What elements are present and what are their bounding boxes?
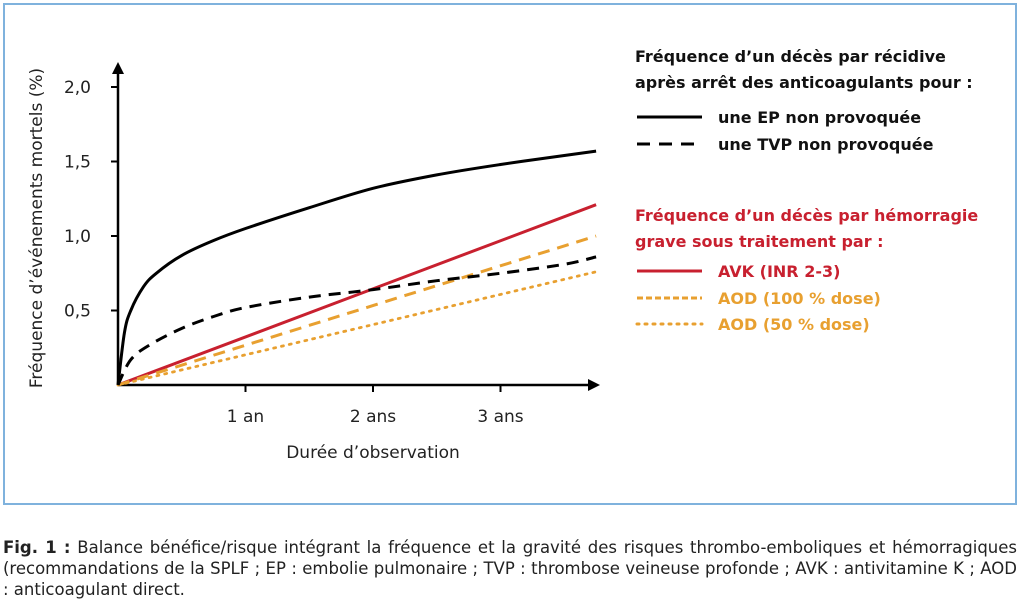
legend-group1-title-line1: Fréquence d’un décès par récidive — [635, 47, 946, 66]
legend-label-4: AOD (50 % dose) — [718, 315, 870, 334]
figure-frame — [3, 3, 1017, 505]
y-axis-label: Fréquence d’événements mortels (%) — [27, 68, 47, 388]
y-tick-label: 1,5 — [64, 153, 91, 173]
legend-group2-title-line1: Fréquence d’un décès par hémorragie — [635, 206, 978, 225]
legend: Fréquence d’un décès par récidive après … — [635, 47, 978, 334]
series-line-0 — [116, 149, 597, 386]
series-line-1 — [116, 255, 597, 386]
series-line-4 — [116, 270, 598, 387]
legend-label-3: AOD (100 % dose) — [718, 289, 881, 308]
x-tick-label: 3 ans — [477, 407, 523, 427]
caption-label: Fig. 1 : — [3, 538, 71, 557]
chart: 1 an 2 ans 3 ans 0,5 1,0 1,5 2,0 Durée d’obser… — [27, 47, 978, 463]
series-line-2 — [117, 203, 597, 387]
y-tick-label: 1,0 — [64, 227, 91, 247]
legend-label-0: une EP non provoquée — [718, 108, 921, 127]
legend-label-1: une TVP non provoquée — [718, 135, 934, 154]
axes — [112, 62, 600, 391]
figure-caption: Fig. 1 : Balance bénéfice/risque intégra… — [3, 537, 1017, 600]
y-tick-label: 0,5 — [64, 302, 91, 322]
y-tick-label: 2,0 — [64, 78, 91, 98]
caption-text: Balance bénéfice/risque intégrant la fré… — [3, 538, 1018, 599]
x-axis-arrow — [588, 379, 600, 391]
legend-group2-title-line2: grave sous traitement par : — [635, 232, 884, 251]
series-group — [116, 149, 598, 387]
x-tick-label: 1 an — [227, 407, 264, 427]
legend-items: une EP non provoquée une TVP non provoqué… — [635, 108, 934, 334]
x-axis-label: Durée d’observation — [286, 443, 460, 463]
legend-group1-title-line2: après arrêt des anticoagulants pour : — [635, 73, 973, 92]
x-tick-label: 2 ans — [350, 407, 396, 427]
ticks: 1 an 2 ans 3 ans 0,5 1,0 1,5 2,0 — [64, 78, 524, 427]
y-axis-arrow — [112, 62, 124, 74]
legend-label-2: AVK (INR 2-3) — [718, 262, 840, 281]
series-line-3 — [117, 234, 597, 387]
